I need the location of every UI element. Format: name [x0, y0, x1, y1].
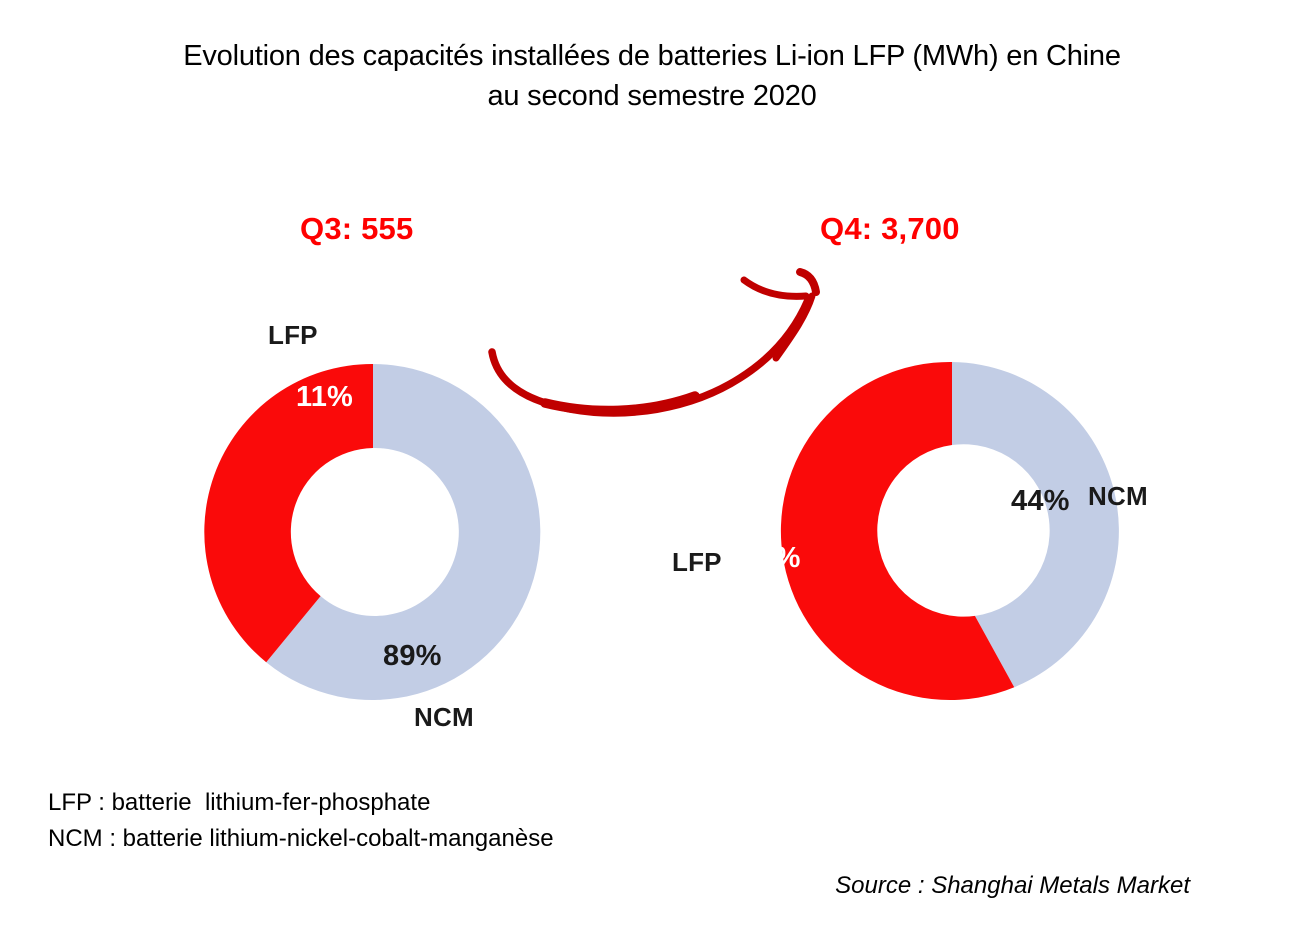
growth-arrow-tip [796, 268, 820, 296]
q4-donut-svg [780, 361, 1119, 700]
page-title-line-2: au second semestre 2020 [487, 80, 817, 112]
q4-lfp-value-label: 56% [742, 542, 801, 574]
q4-ncm-category-label: NCM [1088, 481, 1148, 511]
footnotes: LFP : batterie lithium-fer-phosphate NCM… [48, 785, 554, 857]
q3-lfp-category-label: LFP [268, 320, 318, 350]
q3-slice-ncm [266, 364, 541, 700]
growth-arrow-shaft-accent [540, 391, 700, 416]
growth-arrow-head-left [740, 276, 810, 300]
q3-lfp-value-label: 11% [296, 381, 354, 413]
q3-donut-svg [204, 363, 541, 700]
source-attribution: Source : Shanghai Metals Market [835, 872, 1190, 899]
q3-ncm-value-label: 89% [383, 640, 442, 672]
q4-ncm-value-label: 44% [1011, 485, 1070, 517]
q4-lfp-category-label: LFP [672, 547, 722, 577]
q3-total-label: Q3: 555 [300, 211, 414, 246]
q4-slice-ncm [952, 362, 1119, 688]
q3-ncm-category-label: NCM [414, 702, 474, 732]
footnote-lfp: LFP : batterie lithium-fer-phosphate [48, 789, 431, 816]
growth-arrow-head-right [772, 292, 816, 362]
page-title-line-1: Evolution des capacités installées de ba… [183, 40, 1121, 72]
footnote-ncm: NCM : batterie lithium-nickel-cobalt-man… [48, 825, 554, 852]
q4-total-label: Q4: 3,700 [820, 211, 960, 246]
q3-donut-chart [204, 363, 541, 700]
q4-donut-chart [780, 361, 1121, 700]
page-title: Evolution des capacités installées de ba… [0, 36, 1304, 116]
q4-slice-lfp [780, 361, 1015, 700]
q3-slice-lfp [204, 363, 373, 663]
